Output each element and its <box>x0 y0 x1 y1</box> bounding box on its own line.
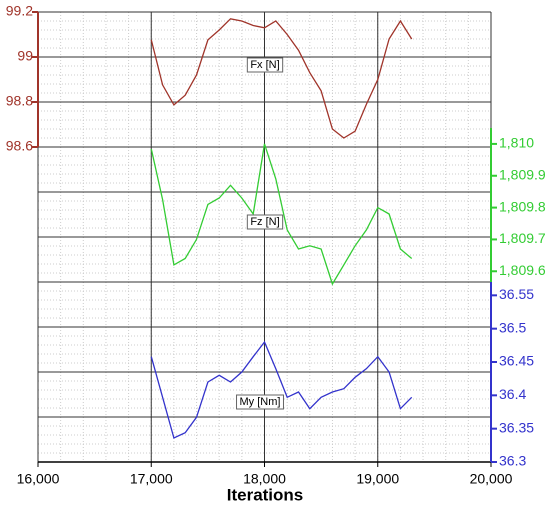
series-label-box <box>236 394 284 410</box>
x-tick-label: 16,000 <box>17 471 60 487</box>
y-tick-label: 98.6 <box>6 138 33 154</box>
y-tick-label: 36.45 <box>499 353 534 369</box>
y-tick-label: 36.5 <box>499 319 526 335</box>
y-tick-label: 1,810 <box>499 135 534 151</box>
series-line <box>150 340 413 439</box>
y-tick-label: 99 <box>17 48 33 64</box>
y-tick-label: 99.2 <box>6 3 33 19</box>
y-tick-label: 1,809.7 <box>499 230 546 246</box>
x-tick-label: 18,000 <box>243 471 286 487</box>
y-tick-label: 1,809.6 <box>499 262 546 278</box>
y-tick-label: 36.35 <box>499 419 534 435</box>
series-label-box <box>246 57 284 73</box>
series-label-box <box>246 214 284 230</box>
y-tick-label: 36.3 <box>499 453 526 469</box>
y-tick-label: 98.8 <box>6 93 33 109</box>
y-tick-label: 36.55 <box>499 286 534 302</box>
series-label: My [Nm] <box>240 396 281 408</box>
x-tick-label: 19,000 <box>356 471 399 487</box>
series-label: Fx [N] <box>250 59 279 71</box>
x-tick-label: 20,000 <box>470 471 513 487</box>
y-tick-label: 36.4 <box>499 386 526 402</box>
x-axis-label: Iterations <box>227 485 304 504</box>
series-line <box>150 143 413 286</box>
series-line <box>150 18 413 139</box>
y-tick-label: 1,809.8 <box>499 198 546 214</box>
y-tick-label: 1,809.9 <box>499 166 546 182</box>
x-tick-label: 17,000 <box>130 471 173 487</box>
series-label: Fz [N] <box>250 216 279 228</box>
